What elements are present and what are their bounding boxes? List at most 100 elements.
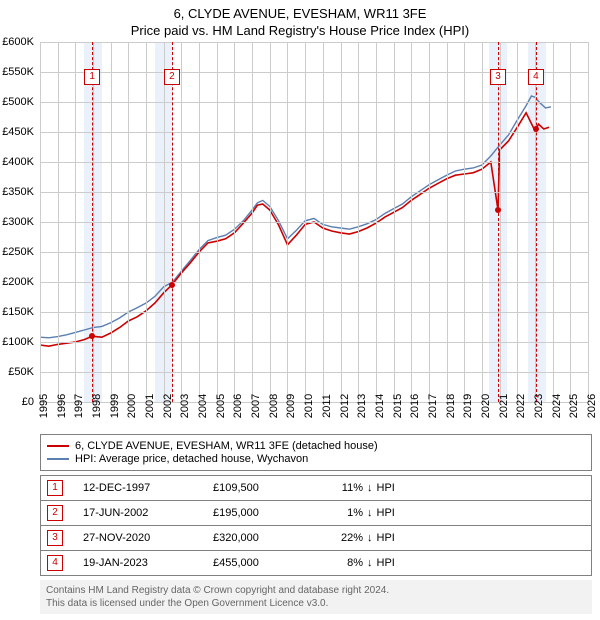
x-axis-label: 2025 — [568, 394, 580, 418]
x-axis-label: 2000 — [126, 394, 138, 418]
x-gridline — [411, 42, 412, 402]
x-axis-label: 1998 — [91, 394, 103, 418]
y-axis-label: £0 — [22, 396, 34, 408]
down-arrow-icon: ↓ — [367, 507, 373, 519]
x-gridline — [394, 42, 395, 402]
x-gridline — [58, 42, 59, 402]
sale-dot — [533, 126, 539, 132]
sale-event-price: £455,000 — [213, 557, 313, 569]
x-gridline — [93, 42, 94, 402]
x-axis-label: 2005 — [215, 394, 227, 418]
x-axis-label: 2015 — [392, 394, 404, 418]
x-gridline — [588, 42, 589, 402]
gridline — [40, 162, 588, 163]
sale-event-pct: 22% — [313, 532, 363, 544]
gridline — [40, 282, 588, 283]
sale-event-price: £320,000 — [213, 532, 313, 544]
down-arrow-icon: ↓ — [367, 482, 373, 494]
down-arrow-icon: ↓ — [367, 557, 373, 569]
sale-event-row: 419-JAN-2023£455,0008%↓HPI — [41, 550, 591, 575]
x-gridline — [358, 42, 359, 402]
sale-event-pct: 11% — [313, 482, 363, 494]
sale-event-hpi-label: HPI — [377, 532, 395, 544]
x-axis-label: 1997 — [73, 394, 85, 418]
y-axis-label: £150K — [2, 306, 34, 318]
x-axis-label: 2026 — [586, 394, 598, 418]
sale-event-pct: 8% — [313, 557, 363, 569]
x-axis-label: 2016 — [409, 394, 421, 418]
sale-marker-line — [536, 42, 537, 402]
x-gridline — [323, 42, 324, 402]
x-axis-label: 2003 — [179, 394, 191, 418]
sale-event-row: 217-JUN-2002£195,0001%↓HPI — [41, 500, 591, 525]
x-gridline — [553, 42, 554, 402]
x-gridline — [447, 42, 448, 402]
x-gridline — [341, 42, 342, 402]
x-axis-label: 2013 — [356, 394, 368, 418]
legend-label: 6, CLYDE AVENUE, EVESHAM, WR11 3FE (deta… — [75, 440, 378, 452]
chart-titles: 6, CLYDE AVENUE, EVESHAM, WR11 3FE Price… — [0, 0, 600, 38]
y-axis-label: £500K — [2, 96, 34, 108]
sale-marker-box: 2 — [164, 69, 180, 85]
x-axis-label: 2010 — [303, 394, 315, 418]
chart-title-address: 6, CLYDE AVENUE, EVESHAM, WR11 3FE — [0, 6, 600, 21]
legend-swatch — [47, 458, 69, 460]
legend-swatch — [47, 445, 69, 447]
legend: 6, CLYDE AVENUE, EVESHAM, WR11 3FE (deta… — [40, 434, 592, 471]
x-axis-label: 2001 — [144, 394, 156, 418]
sale-marker-line — [172, 42, 173, 402]
gridline — [40, 252, 588, 253]
sale-dot — [89, 333, 95, 339]
sale-event-pct: 1% — [313, 507, 363, 519]
x-gridline — [128, 42, 129, 402]
y-axis-label: £250K — [2, 246, 34, 258]
sale-marker-line — [498, 42, 499, 402]
y-axis-label: £50K — [8, 366, 34, 378]
x-gridline — [217, 42, 218, 402]
sale-marker-box: 1 — [84, 69, 100, 85]
sale-events-table: 112-DEC-1997£109,50011%↓HPI217-JUN-2002£… — [40, 475, 592, 576]
sale-event-marker: 4 — [47, 555, 63, 571]
x-axis-label: 2014 — [374, 394, 386, 418]
x-axis-label: 2007 — [250, 394, 262, 418]
y-axis-label: £600K — [2, 36, 34, 48]
x-axis-label: 2023 — [533, 394, 545, 418]
sale-event-price: £195,000 — [213, 507, 313, 519]
x-axis-label: 2019 — [462, 394, 474, 418]
sale-event-price: £109,500 — [213, 482, 313, 494]
down-arrow-icon: ↓ — [367, 532, 373, 544]
x-gridline — [40, 42, 41, 402]
y-axis-label: £100K — [2, 336, 34, 348]
gridline — [40, 372, 588, 373]
x-axis-label: 2012 — [339, 394, 351, 418]
x-axis-label: 2018 — [445, 394, 457, 418]
gridline — [40, 42, 588, 43]
x-axis-label: 2020 — [480, 394, 492, 418]
x-axis-label: 2011 — [321, 394, 333, 418]
x-gridline — [181, 42, 182, 402]
x-axis-label: 1996 — [56, 394, 68, 418]
x-axis-label: 2021 — [498, 394, 510, 418]
gridline — [40, 342, 588, 343]
legend-label: HPI: Average price, detached house, Wych… — [75, 453, 308, 465]
plot-region: £0£50K£100K£150K£200K£250K£300K£350K£400… — [40, 42, 588, 403]
x-gridline — [500, 42, 501, 402]
x-axis-label: 2017 — [427, 394, 439, 418]
x-gridline — [429, 42, 430, 402]
sale-event-marker: 3 — [47, 530, 63, 546]
gridline — [40, 192, 588, 193]
x-axis-label: 2002 — [162, 394, 174, 418]
sale-event-hpi-label: HPI — [377, 557, 395, 569]
x-axis-label: 2008 — [268, 394, 280, 418]
credits-line1: Contains HM Land Registry data © Crown c… — [46, 584, 586, 597]
sale-event-date: 27-NOV-2020 — [83, 532, 213, 544]
y-axis-label: £400K — [2, 156, 34, 168]
x-axis-label: 2004 — [197, 394, 209, 418]
sale-marker-line — [92, 42, 93, 402]
y-axis-label: £550K — [2, 66, 34, 78]
x-gridline — [146, 42, 147, 402]
sale-event-date: 17-JUN-2002 — [83, 507, 213, 519]
x-gridline — [464, 42, 465, 402]
x-gridline — [199, 42, 200, 402]
x-axis-label: 2009 — [285, 394, 297, 418]
